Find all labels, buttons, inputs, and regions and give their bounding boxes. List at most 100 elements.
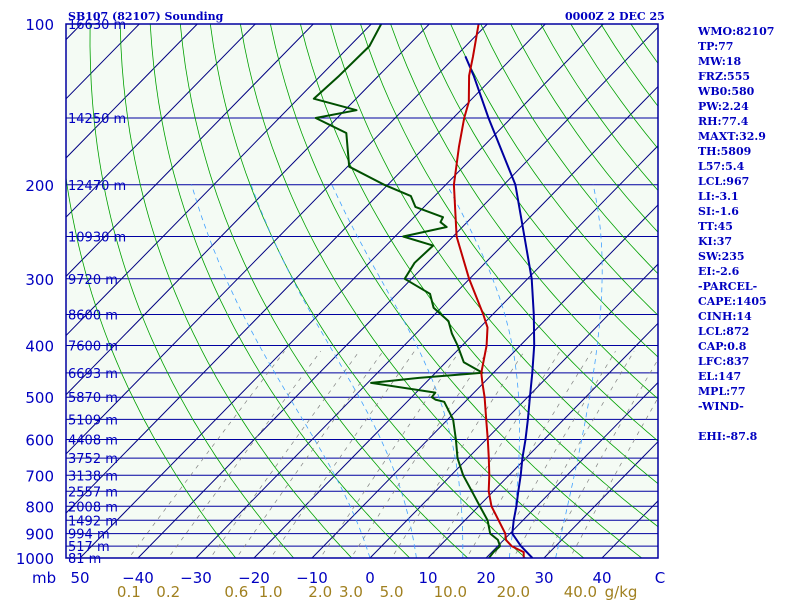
stat-12: SI:-1.6 (698, 205, 739, 218)
stat-22: LFC:837 (698, 355, 750, 368)
height-label-450: 6693 m (68, 367, 118, 382)
sounding-profiles (312, 24, 536, 558)
stat-20: LCL:872 (698, 325, 750, 338)
dry-adiabat-360 (390, 24, 658, 400)
temp-tick--30: −30 (180, 569, 212, 587)
pressure-label-300: 300 (25, 271, 54, 289)
grid-lines (66, 24, 658, 558)
plot-background (66, 24, 658, 558)
mixing-ratio-12 (466, 351, 593, 558)
pressure-label-700: 700 (25, 467, 54, 485)
mixing-ratio-1 (270, 350, 415, 558)
mixing-tick-40: 40.0 (564, 583, 597, 600)
stat-6: RH:77.4 (698, 115, 749, 128)
isotherm-10 (427, 322, 658, 558)
stat-7: MAXT:32.9 (698, 130, 766, 143)
parcel-line (464, 56, 536, 558)
stat-21: CAP:0.8 (698, 340, 747, 353)
height-label-500: 5870 m (68, 391, 118, 406)
mixing-ratio-5 (391, 351, 525, 558)
pressure-label-500: 500 (25, 389, 54, 407)
stat-10: LCL:967 (698, 175, 750, 188)
dry-adiabat-350 (360, 24, 658, 442)
dry-adiabat-290 (179, 24, 469, 558)
stat-27: EHI:-87.8 (698, 430, 758, 443)
mixing-tick-3: 3.0 (339, 583, 363, 600)
isotherm--110 (66, 24, 256, 218)
temp-tick-20: 20 (476, 569, 495, 587)
stat-9: L57:5.4 (698, 160, 745, 173)
height-label-850: 1492 m (68, 514, 118, 529)
stat-15: SW:235 (698, 250, 745, 263)
pressure-label-600: 600 (25, 432, 54, 450)
mixing-ratio-28 (545, 358, 658, 558)
isotherm--40 (137, 26, 658, 558)
stat-3: FRZ:555 (698, 70, 751, 83)
stat-0: WMO:82107 (698, 25, 775, 38)
stat-19: CINH:14 (698, 310, 752, 323)
stat-24: MPL:77 (698, 385, 746, 398)
dry-adiabat-370 (420, 24, 658, 358)
height-label-100: 16630 m (68, 18, 126, 33)
stat-23: EL:147 (698, 370, 742, 383)
isotherm--10 (311, 204, 658, 558)
height-label-800: 2008 m (68, 500, 118, 515)
mixing-ratio-20 (512, 351, 635, 558)
pressure-label-200: 200 (25, 177, 54, 195)
pressure-label-100: 100 (25, 16, 54, 34)
stat-8: TH:5809 (698, 145, 752, 158)
mixing-tick-0.6: 0.6 (224, 583, 248, 600)
mixing-tick-10: 10.0 (434, 583, 467, 600)
isotherm--90 (66, 24, 372, 337)
mixing-ratio-3 (350, 351, 488, 558)
height-label-950: 517 m (68, 540, 110, 555)
stat-17: -PARCEL- (698, 280, 758, 293)
height-label-150: 14250 m (68, 112, 126, 127)
isotherm-30 (543, 440, 658, 558)
height-label-750: 2557 m (68, 485, 118, 500)
dry-adiabat-320 (270, 24, 643, 558)
dry-adiabat-380 (450, 24, 658, 316)
mixing-ratio-0.1 (128, 350, 285, 558)
height-label-300: 9720 m (68, 273, 118, 288)
dewpoint-line (312, 24, 501, 558)
stat-2: MW:18 (698, 55, 742, 68)
mixing-tick-2: 2.0 (308, 583, 332, 600)
stat-13: TT:45 (698, 220, 733, 233)
height-label-900: 994 m (68, 528, 110, 543)
height-label-650: 3752 m (68, 452, 118, 467)
moist-adiabat-24 (446, 184, 520, 558)
height-label-1000: 81 m (68, 552, 101, 567)
pressure-label-1000: 1000 (16, 550, 54, 568)
dry-adiabat-260 (89, 24, 295, 558)
isotherm--70 (66, 24, 488, 455)
stat-16: EI:-2.6 (698, 265, 740, 278)
mixing-ratio-0.2 (167, 350, 321, 558)
isotherm-20 (485, 381, 658, 558)
stat-14: KI:37 (698, 235, 733, 248)
mixing-tick-0.2: 0.2 (156, 583, 180, 600)
temp-tick-40: 40 (592, 569, 611, 587)
plot-frame (65, 23, 659, 559)
isotherm--30 (195, 85, 658, 558)
stat-4: WB0:580 (698, 85, 755, 98)
mixing-tick-20: 20.0 (497, 583, 530, 600)
isotherm--20 (253, 145, 658, 558)
moist-adiabat-32 (555, 184, 603, 558)
dry-adiabat-250 (66, 174, 237, 558)
mixing-tick-60: g/kg (605, 583, 638, 600)
temp-tick--50: 50 (70, 569, 89, 587)
dry-adiabat-310 (240, 24, 585, 558)
temp-tick--20: −20 (238, 569, 270, 587)
dry-adiabat-340 (330, 24, 658, 485)
stat-1: TP:77 (698, 40, 734, 53)
moist-adiabat-8 (250, 184, 417, 558)
moist-adiabat-16 (331, 184, 464, 558)
pressure-label-900: 900 (25, 526, 54, 544)
dry-adiabat-330 (300, 24, 658, 528)
isotherm-0 (369, 263, 658, 558)
stat-18: CAPE:1405 (698, 295, 767, 308)
mixing-ratio-0.6 (235, 350, 384, 558)
isotherm--100 (66, 24, 314, 278)
